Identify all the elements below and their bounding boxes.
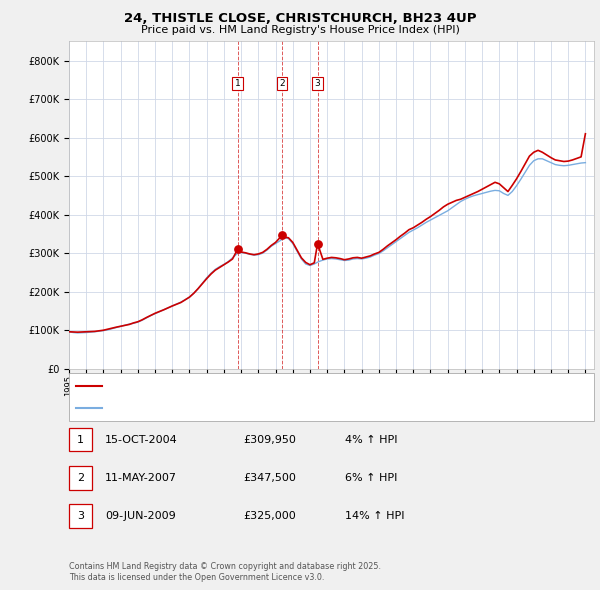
Text: 1: 1 [77,435,84,444]
Text: 24, THISTLE CLOSE, CHRISTCHURCH, BH23 4UP (detached house): 24, THISTLE CLOSE, CHRISTCHURCH, BH23 4U… [105,382,416,391]
Text: 11-MAY-2007: 11-MAY-2007 [105,473,177,483]
Text: 09-JUN-2009: 09-JUN-2009 [105,512,176,521]
Text: Contains HM Land Registry data © Crown copyright and database right 2025.
This d: Contains HM Land Registry data © Crown c… [69,562,381,582]
Text: 14% ↑ HPI: 14% ↑ HPI [345,512,404,521]
Point [277,230,287,240]
Text: 1: 1 [235,79,241,88]
Text: £347,500: £347,500 [243,473,296,483]
Text: HPI: Average price, detached house, Bournemouth Christchurch and Poole: HPI: Average price, detached house, Bour… [105,404,458,412]
Text: 6% ↑ HPI: 6% ↑ HPI [345,473,397,483]
Text: 24, THISTLE CLOSE, CHRISTCHURCH, BH23 4UP: 24, THISTLE CLOSE, CHRISTCHURCH, BH23 4U… [124,12,476,25]
Text: 2: 2 [77,473,84,483]
Text: 3: 3 [77,512,84,521]
Text: £325,000: £325,000 [243,512,296,521]
Point [313,239,322,248]
Text: Price paid vs. HM Land Registry's House Price Index (HPI): Price paid vs. HM Land Registry's House … [140,25,460,35]
Point [233,245,242,254]
Text: £309,950: £309,950 [243,435,296,444]
Text: 4% ↑ HPI: 4% ↑ HPI [345,435,398,444]
Text: 15-OCT-2004: 15-OCT-2004 [105,435,178,444]
Text: 2: 2 [279,79,284,88]
Text: 3: 3 [314,79,320,88]
